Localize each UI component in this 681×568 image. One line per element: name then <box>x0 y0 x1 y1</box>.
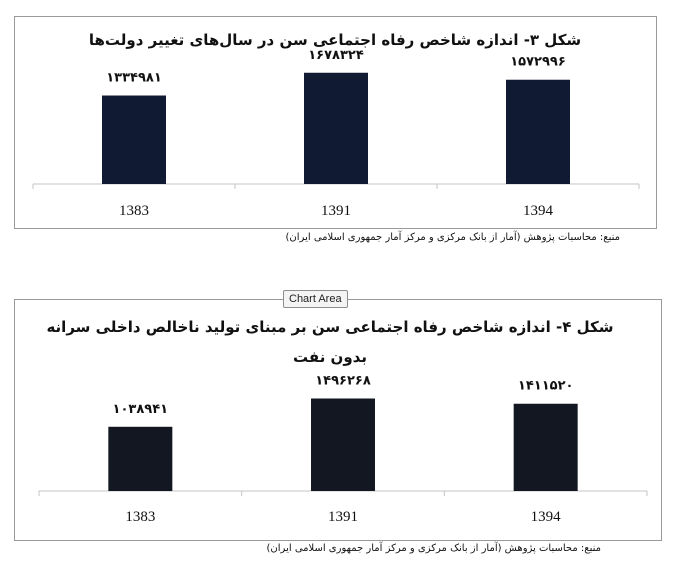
chart-4-bar[interactable] <box>108 426 173 491</box>
chart-4-frame[interactable]: شکل ۴- اندازه شاخص رفاه اجتماعی سن بر مب… <box>14 299 662 541</box>
chart-4-data-label: ۱۴۹۶۲۶۸ <box>315 374 371 389</box>
chart-4-plot: شکل ۴- اندازه شاخص رفاه اجتماعی سن بر مب… <box>38 318 648 525</box>
chart-3-title: شکل ۳- اندازه شاخص رفاه اجتماعی سن در سا… <box>89 31 581 49</box>
chart-3-source: منبع: محاسبات پژوهش (آمار از بانک مرکزی … <box>285 232 620 243</box>
chart-3-data-label: ۱۵۷۲۹۹۶ <box>510 55 566 70</box>
chart-3-data-label: ۱۶۷۸۳۲۴ <box>308 48 364 63</box>
chart-3-plot: شکل ۳- اندازه شاخص رفاه اجتماعی سن در سا… <box>32 31 640 219</box>
chart-4-source: منبع: محاسبات پژوهش (آمار از بانک مرکزی … <box>266 543 601 554</box>
chart-4-bar[interactable] <box>513 403 578 491</box>
chart-3-frame: شکل ۳- اندازه شاخص رفاه اجتماعی سن در سا… <box>14 16 657 229</box>
chart-3-category-label: 1391 <box>321 203 351 219</box>
chart-4-data-label: ۱۴۱۱۵۲۰ <box>518 379 574 394</box>
chart-3-bar[interactable] <box>506 79 570 184</box>
chart-3-category-label: 1394 <box>523 203 554 219</box>
chart-4-title-line-2: بدون نفت <box>293 348 367 366</box>
chart-4-category-label: 1383 <box>125 509 155 525</box>
chart-3-category-label: 1383 <box>119 203 149 219</box>
chart-4-category-label: 1391 <box>328 509 358 525</box>
chart-3-bar[interactable] <box>102 95 166 184</box>
chart-area-tooltip: Chart Area <box>283 290 348 308</box>
chart-4-category-label: 1394 <box>531 509 562 525</box>
chart-3-bar[interactable] <box>304 72 368 184</box>
chart-3-data-label: ۱۳۳۴۹۸۱ <box>106 71 162 86</box>
chart-4-bar[interactable] <box>311 398 375 491</box>
chart-4-title-line-1: شکل ۴- اندازه شاخص رفاه اجتماعی سن بر مب… <box>46 318 613 336</box>
chart-4-data-label: ۱۰۳۸۹۴۱ <box>113 402 169 417</box>
